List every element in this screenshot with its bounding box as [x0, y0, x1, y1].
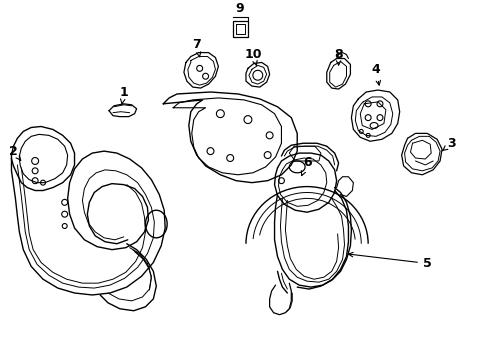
Text: 3: 3 — [442, 137, 455, 151]
Text: 10: 10 — [244, 48, 261, 65]
Text: 6: 6 — [301, 157, 311, 176]
Text: 1: 1 — [119, 86, 128, 104]
Text: 8: 8 — [334, 48, 342, 65]
Text: 9: 9 — [235, 2, 244, 15]
Text: 2: 2 — [9, 145, 20, 160]
Text: 5: 5 — [348, 252, 431, 270]
Text: 4: 4 — [371, 63, 380, 85]
Text: 7: 7 — [192, 38, 201, 57]
